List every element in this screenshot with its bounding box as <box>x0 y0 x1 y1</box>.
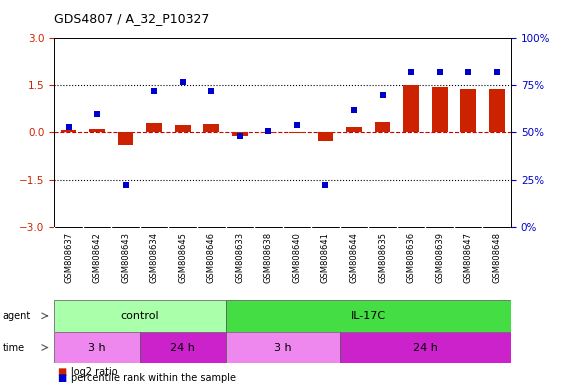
Bar <box>375 121 391 132</box>
Text: GSM808633: GSM808633 <box>235 232 244 283</box>
Text: ■: ■ <box>57 373 66 383</box>
Bar <box>203 124 219 132</box>
Bar <box>54 332 140 363</box>
Text: GSM808640: GSM808640 <box>292 232 301 283</box>
Text: IL-17C: IL-17C <box>351 311 386 321</box>
Bar <box>289 132 305 133</box>
Bar <box>226 332 340 363</box>
Text: GSM808646: GSM808646 <box>207 232 216 283</box>
Text: 24 h: 24 h <box>170 343 195 353</box>
Text: GSM808635: GSM808635 <box>378 232 387 283</box>
Bar <box>54 300 226 332</box>
Bar <box>140 332 226 363</box>
Text: GSM808647: GSM808647 <box>464 232 473 283</box>
Text: GSM808645: GSM808645 <box>178 232 187 283</box>
Bar <box>118 132 134 145</box>
Bar <box>175 125 191 132</box>
Bar <box>340 332 511 363</box>
Bar <box>226 300 511 332</box>
Text: GSM808644: GSM808644 <box>349 232 359 283</box>
Text: GSM808642: GSM808642 <box>93 232 102 283</box>
Text: 24 h: 24 h <box>413 343 438 353</box>
Text: GSM808643: GSM808643 <box>121 232 130 283</box>
Bar <box>460 89 476 132</box>
Text: ■: ■ <box>57 367 66 377</box>
Text: log2 ratio: log2 ratio <box>71 367 118 377</box>
Text: GSM808641: GSM808641 <box>321 232 330 283</box>
Bar <box>260 132 276 133</box>
Text: percentile rank within the sample: percentile rank within the sample <box>71 373 236 383</box>
Text: GSM808637: GSM808637 <box>64 232 73 283</box>
Text: GSM808636: GSM808636 <box>407 232 416 283</box>
Bar <box>61 130 77 132</box>
Bar <box>146 123 162 132</box>
Text: GSM808639: GSM808639 <box>435 232 444 283</box>
Text: agent: agent <box>3 311 31 321</box>
Bar <box>89 129 105 132</box>
Bar <box>346 127 362 132</box>
Text: GDS4807 / A_32_P10327: GDS4807 / A_32_P10327 <box>54 12 210 25</box>
Bar <box>317 132 333 141</box>
Text: 3 h: 3 h <box>274 343 291 353</box>
Text: GSM808638: GSM808638 <box>264 232 273 283</box>
Text: GSM808648: GSM808648 <box>492 232 501 283</box>
Text: control: control <box>120 311 159 321</box>
Text: GSM808634: GSM808634 <box>150 232 159 283</box>
Text: time: time <box>3 343 25 353</box>
Bar <box>403 86 419 132</box>
Text: 3 h: 3 h <box>89 343 106 353</box>
Bar <box>432 87 448 132</box>
Bar <box>232 132 248 136</box>
Bar <box>489 89 505 132</box>
